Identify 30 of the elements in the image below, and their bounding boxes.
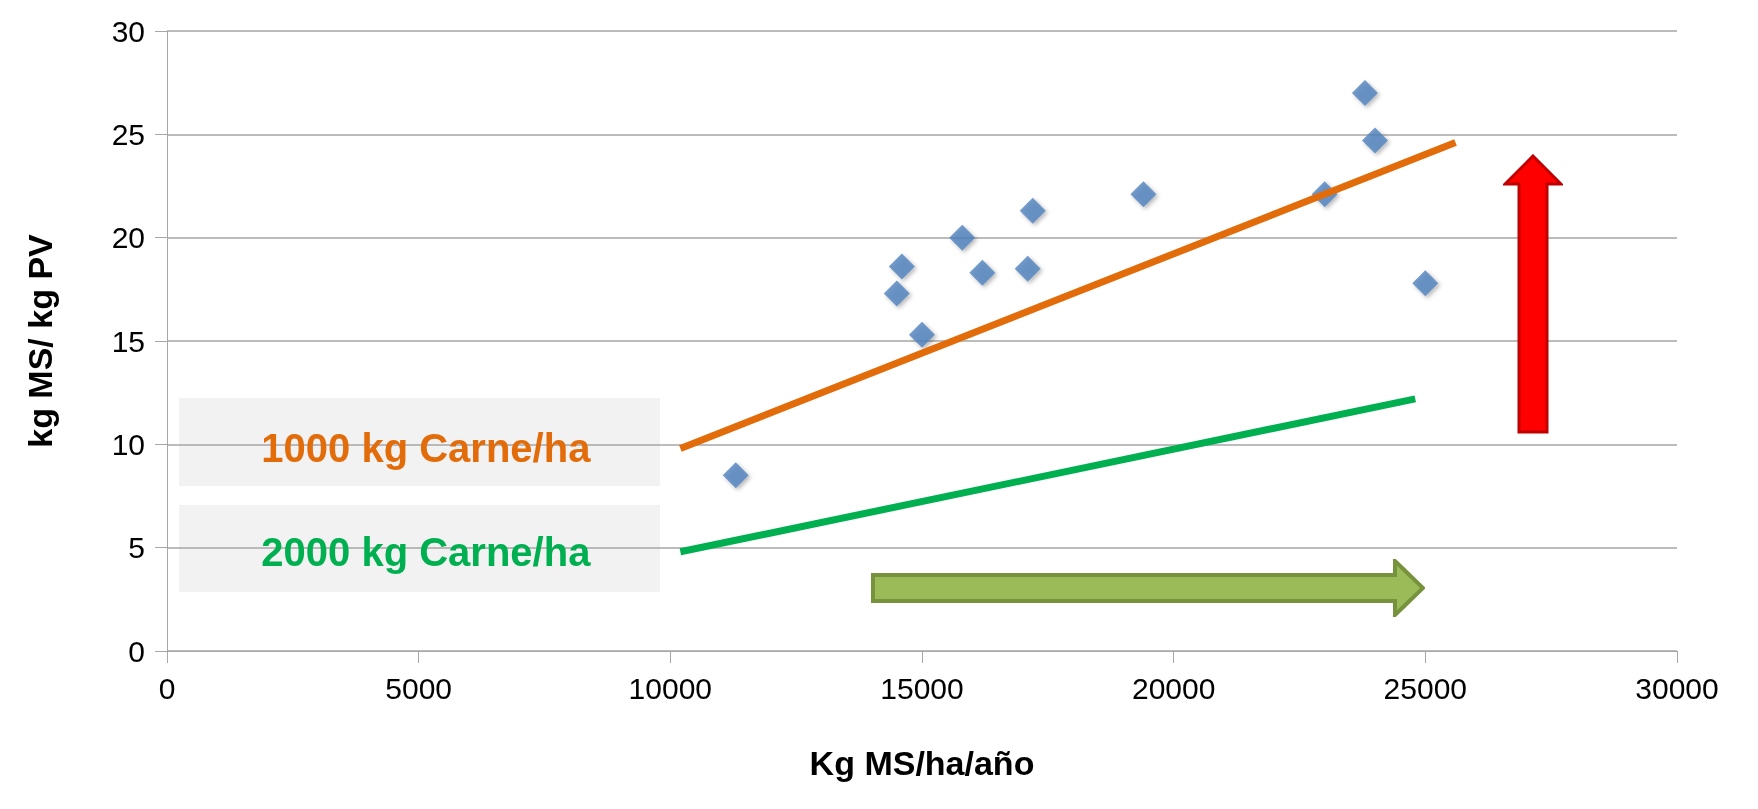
y-tick-label: 0 bbox=[128, 634, 145, 668]
y-tick-label: 30 bbox=[111, 14, 145, 48]
y-tick-label: 15 bbox=[111, 324, 145, 358]
x-tick-label: 5000 bbox=[385, 671, 453, 705]
x-tick-label: 25000 bbox=[1383, 671, 1468, 705]
x-axis-title: Kg MS/ha/año bbox=[809, 744, 1035, 782]
point bbox=[888, 253, 915, 280]
y-tick-label: 20 bbox=[111, 221, 145, 255]
point bbox=[1130, 181, 1157, 208]
x-tick-label: 15000 bbox=[880, 671, 964, 705]
y-tick-label: 25 bbox=[111, 117, 145, 151]
x-tick-label: 0 bbox=[158, 671, 176, 705]
point bbox=[722, 462, 749, 489]
y-axis-title: kg MS/ kg PV bbox=[21, 233, 59, 448]
point bbox=[1412, 270, 1439, 297]
point bbox=[909, 321, 935, 348]
x-tick-label: 10000 bbox=[628, 671, 713, 705]
text: 2000 kg Carne/ha bbox=[261, 529, 592, 574]
y-tick-label: 10 bbox=[111, 427, 145, 461]
point bbox=[949, 224, 976, 251]
point bbox=[883, 280, 910, 307]
x-tick-label: 20000 bbox=[1131, 671, 1216, 705]
y-tick-label: 5 bbox=[128, 531, 145, 565]
point bbox=[1019, 197, 1046, 224]
x-tick-label: 30000 bbox=[1635, 671, 1719, 705]
point bbox=[969, 259, 996, 286]
point bbox=[1014, 255, 1041, 282]
text: 1000 kg Carne/ha bbox=[261, 426, 592, 471]
point bbox=[1362, 127, 1388, 154]
point bbox=[1351, 80, 1378, 106]
